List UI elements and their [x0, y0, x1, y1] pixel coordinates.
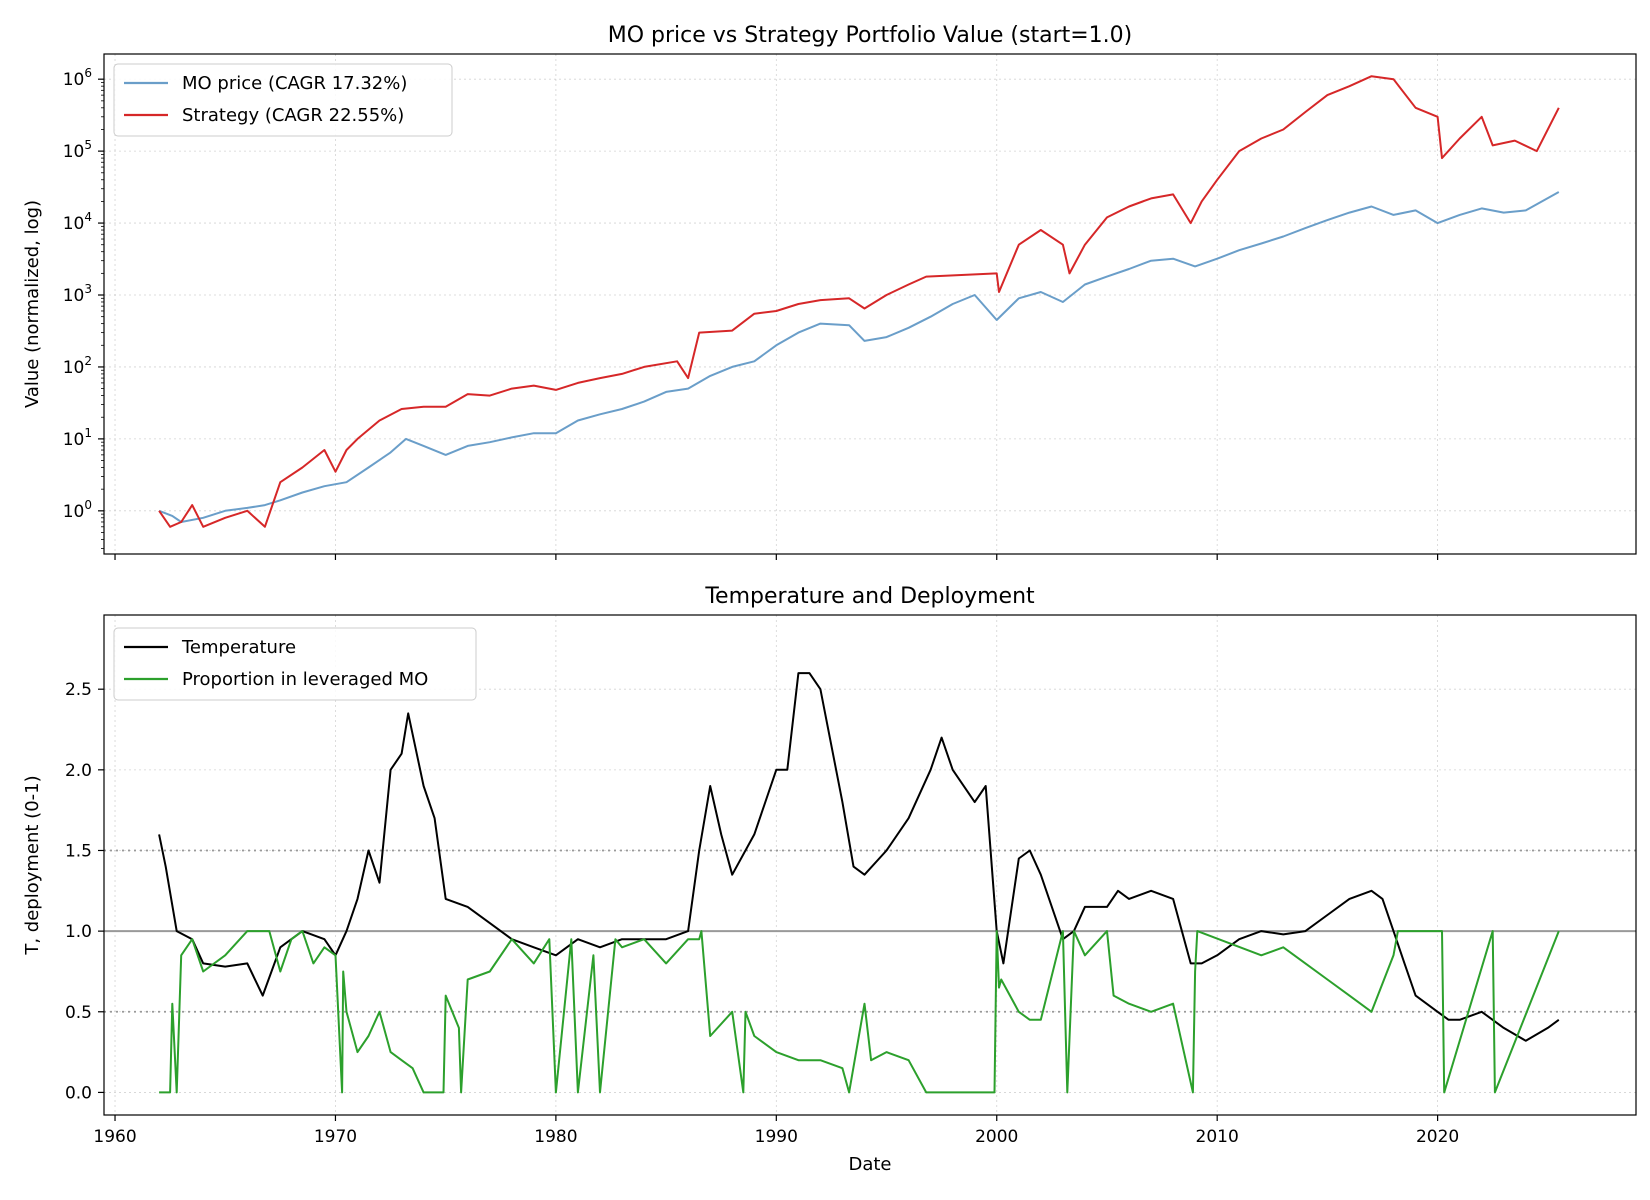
x-tick-label: 1980: [534, 1127, 577, 1147]
bottom-legend-box: [113, 627, 477, 701]
legend-label-temperature: Temperature: [181, 637, 296, 658]
y-tick-label: 100: [63, 498, 92, 522]
x-tick-label: 1960: [93, 1127, 136, 1147]
y-tick-label: 2.0: [65, 761, 92, 781]
x-tick-label: 2020: [1416, 1127, 1459, 1147]
y-tick-label: 103: [63, 282, 92, 306]
y-tick-label: 101: [63, 426, 92, 450]
y-tick-label: 0.5: [65, 1003, 92, 1023]
bottom-grid: [104, 615, 1636, 1115]
top-chart-title: MO price vs Strategy Portfolio Value (st…: [608, 23, 1133, 48]
bottom-reference-lines: [104, 849, 1636, 1013]
price-vs-strategy-panel: MO price vs Strategy Portfolio Value (st…: [22, 23, 1637, 560]
y-tick-label: 105: [63, 138, 92, 162]
x-tick-label: 1970: [314, 1127, 357, 1147]
top-series-group: [158, 75, 1560, 528]
bottom-plot-frame: [103, 614, 1637, 1116]
legend-label-strategy: Strategy (CAGR 22.55%): [182, 105, 404, 126]
y-tick-label: 104: [63, 210, 92, 234]
bottom-chart-title: Temperature and Deployment: [704, 584, 1035, 609]
y-tick-label: 106: [63, 66, 92, 90]
top-legend: MO price (CAGR 17.32%) Strategy (CAGR 22…: [113, 63, 453, 137]
y-tick-label: 1.5: [65, 841, 92, 861]
temperature-deployment-panel: Temperature and Deployment 1960 1970 1980 1…: [22, 584, 1637, 1175]
bottom-x-axis-label: Date: [848, 1154, 891, 1175]
legend-label-mo-price: MO price (CAGR 17.32%): [182, 73, 407, 94]
series-line: [158, 75, 1560, 528]
top-grid: [104, 54, 1636, 554]
bottom-y-axis-label: T, deployment (0-1): [22, 775, 43, 955]
legend-label-deployment: Proportion in leveraged MO: [182, 669, 428, 690]
y-tick-label: 1.0: [65, 922, 92, 942]
y-tick-label: 2.5: [65, 680, 92, 700]
top-y-axis-label: Value (normalized, log): [22, 200, 43, 408]
bottom-y-ticks: 0.0 0.5 1.0 1.5 2.0 2.5: [65, 680, 104, 1103]
bottom-x-ticks: 1960 1970 1980 1990 2000 2010 2020: [93, 1115, 1459, 1147]
y-tick-label: 102: [63, 354, 92, 378]
top-y-ticks: 100 101 102 103 104 105 106: [63, 66, 104, 549]
top-x-ticks: [114, 554, 1439, 560]
x-tick-label: 1990: [755, 1127, 798, 1147]
x-tick-label: 2010: [1196, 1127, 1239, 1147]
bottom-series-group: [158, 672, 1560, 1094]
top-plot-frame: [103, 53, 1637, 555]
x-tick-label: 2000: [975, 1127, 1018, 1147]
series-line: [158, 672, 1560, 1042]
series-line: [158, 191, 1560, 523]
series-line: [159, 930, 1560, 1094]
bottom-legend: Temperature Proportion in leveraged MO: [113, 627, 477, 701]
y-tick-label: 0.0: [65, 1083, 92, 1103]
top-legend-box: [113, 63, 453, 137]
